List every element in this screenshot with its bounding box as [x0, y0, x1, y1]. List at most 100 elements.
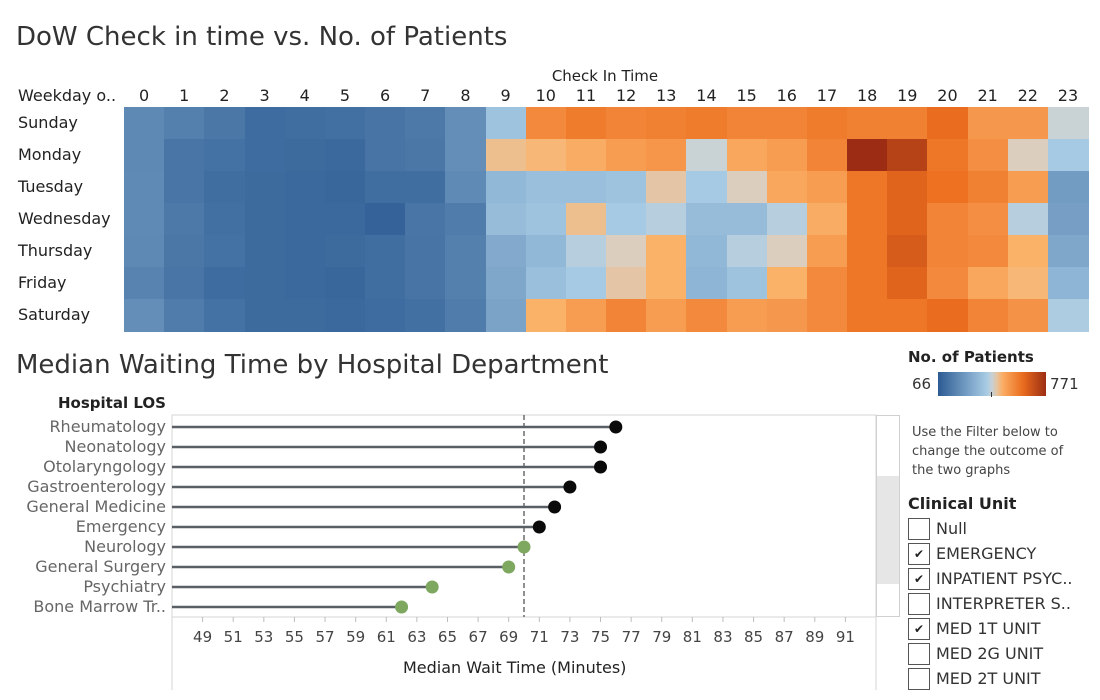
heatmap-cell	[324, 299, 366, 332]
lollipop-category-label: Rheumatology	[49, 417, 166, 436]
heatmap-cell	[324, 267, 366, 300]
heatmap-row-label: Thursday	[18, 241, 93, 260]
heatmap-cell	[686, 299, 728, 332]
heatmap-cell	[525, 299, 567, 332]
heatmap-cell	[726, 139, 768, 172]
heatmap-cell	[405, 203, 446, 236]
plot-frame	[171, 414, 877, 618]
heatmap-x-tick: 4	[299, 86, 310, 105]
heatmap-cell	[766, 171, 808, 204]
heatmap-cell	[284, 267, 326, 300]
filter-checkbox[interactable]	[908, 518, 930, 540]
lollipop-title: Median Waiting Time by Hospital Departme…	[16, 350, 609, 380]
heatmap-cell	[365, 203, 406, 236]
filter-item[interactable]: MED 2T UNIT	[908, 667, 1098, 691]
lollipop-scrollbar[interactable]	[876, 415, 900, 617]
heatmap-cell	[606, 139, 647, 172]
lollipop-x-axis-title: Median Wait Time (Minutes)	[403, 658, 627, 677]
heatmap-cell	[405, 267, 446, 300]
heatmap-cell	[405, 299, 446, 332]
lollipop-dot	[594, 440, 608, 454]
heatmap-title: DoW Check in time vs. No. of Patients	[16, 22, 508, 52]
heatmap-cell	[565, 203, 607, 236]
heatmap-cell	[445, 107, 487, 140]
heatmap-cell	[445, 139, 487, 172]
heatmap-cell	[124, 107, 165, 140]
heatmap-y-axis-title: Weekday o..	[18, 86, 117, 105]
heatmap-cell	[1047, 299, 1089, 332]
heatmap-cell	[324, 139, 366, 172]
heatmap-cell	[365, 171, 406, 204]
heatmap-cell	[847, 203, 888, 236]
heatmap-cell	[967, 267, 1009, 300]
filter-checkbox[interactable]: ✔	[908, 568, 930, 590]
heatmap-x-tick: 14	[696, 86, 717, 105]
filter-checkbox[interactable]	[908, 668, 930, 690]
heatmap-row-label: Monday	[18, 145, 82, 164]
heatmap-cell	[124, 171, 165, 204]
lollipop-x-tick: 49	[193, 628, 213, 646]
filter-item[interactable]: INTERPRETER S..	[908, 592, 1098, 616]
filter-item[interactable]: Null	[908, 517, 1098, 541]
heatmap-cell	[646, 299, 687, 332]
heatmap-cell	[887, 203, 928, 236]
heatmap-cell	[646, 139, 687, 172]
heatmap-row-label: Wednesday	[18, 209, 111, 228]
filter-checkbox[interactable]	[908, 643, 930, 665]
lollipop-x-tick: 83	[713, 628, 733, 646]
filter-item[interactable]: ✔ EMERGENCY	[908, 542, 1098, 566]
heatmap-cell	[646, 107, 687, 140]
heatmap-x-tick: 8	[460, 86, 471, 105]
check-icon: ✔	[913, 622, 925, 636]
lollipop-x-tick: 55	[284, 628, 304, 646]
heatmap-cell	[565, 107, 607, 140]
heatmap-cell	[967, 235, 1009, 268]
heatmap-cell	[1007, 171, 1049, 204]
heatmap-cell	[806, 107, 848, 140]
filter-checkbox[interactable]	[908, 593, 930, 615]
legend-max: 771	[1050, 375, 1079, 393]
filter-checkbox[interactable]: ✔	[908, 543, 930, 565]
heatmap-cell	[244, 235, 286, 268]
heatmap-cell	[525, 107, 567, 140]
heatmap-cell	[244, 139, 286, 172]
heatmap-cell	[1007, 235, 1049, 268]
legend-marker	[991, 392, 992, 397]
heatmap-row-label: Tuesday	[18, 177, 84, 196]
lollipop-dot	[502, 560, 516, 574]
lollipop-dot	[563, 480, 577, 494]
heatmap-cell	[164, 139, 205, 172]
filter-item[interactable]: ✔ MED 1T UNIT	[908, 617, 1098, 641]
filter-item[interactable]: ✔ INPATIENT PSYC..	[908, 567, 1098, 591]
lollipop-x-tick: 51	[223, 628, 243, 646]
heatmap-cell	[847, 107, 888, 140]
lollipop-category-label: General Surgery	[35, 557, 166, 576]
heatmap-cell	[1007, 267, 1049, 300]
heatmap-cell	[927, 299, 969, 332]
lollipop-x-tick: 77	[621, 628, 641, 646]
heatmap-cell	[766, 107, 808, 140]
heatmap-cell	[284, 107, 326, 140]
heatmap-cell	[525, 139, 567, 172]
heatmap-x-tick: 1	[179, 86, 190, 105]
check-icon: ✔	[913, 572, 925, 586]
heatmap-cell	[164, 203, 205, 236]
heatmap-cell	[686, 107, 728, 140]
heatmap-x-tick: 9	[500, 86, 511, 105]
lollipop-category-label: General Medicine	[26, 497, 166, 516]
scrollbar-thumb[interactable]	[877, 476, 899, 584]
heatmap-cell	[204, 235, 246, 268]
heatmap-cell	[927, 107, 969, 140]
heatmap-cell	[766, 139, 808, 172]
heatmap-cell	[646, 235, 687, 268]
heatmap-cell	[445, 203, 487, 236]
heatmap-cell	[204, 107, 246, 140]
heatmap-cell	[525, 267, 567, 300]
heatmap-cell	[124, 299, 165, 332]
heatmap-cell	[244, 203, 286, 236]
lollipop-x-tick: 57	[315, 628, 335, 646]
filter-checkbox[interactable]: ✔	[908, 618, 930, 640]
filter-item[interactable]: MED 2G UNIT	[908, 642, 1098, 666]
heatmap-cell	[244, 171, 286, 204]
legend-title: No. of Patients	[908, 348, 1034, 366]
